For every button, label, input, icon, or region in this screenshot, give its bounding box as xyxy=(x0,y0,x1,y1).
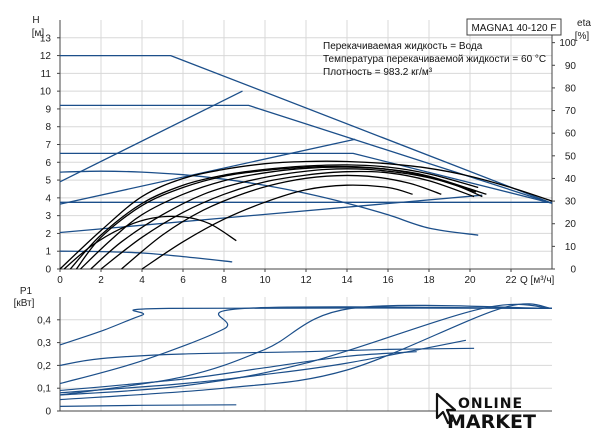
y2-tick-label: 70 xyxy=(565,106,577,117)
power-curve xyxy=(59,303,553,401)
y2-tick-label: 100 xyxy=(559,38,576,49)
model-label: MAGNA1 40-120 F xyxy=(471,23,556,34)
x-axis-label: Q [м³/ч] xyxy=(520,275,555,286)
efficiency-curve xyxy=(121,174,442,270)
head-curve xyxy=(60,152,553,204)
y-tick-label: 0,4 xyxy=(37,315,51,326)
efficiency-curve xyxy=(141,184,413,270)
y2-tick-label: 40 xyxy=(565,174,577,185)
y2-tick-label: 50 xyxy=(565,151,577,162)
y2-tick-label: 80 xyxy=(565,83,577,94)
series-layer xyxy=(59,54,553,407)
x-tick-label: 20 xyxy=(464,275,476,286)
y-axis-label: H xyxy=(32,15,39,26)
y2-tick-label: 90 xyxy=(565,61,577,72)
y-tick-label: 0 xyxy=(45,407,51,418)
power-curve xyxy=(59,339,467,394)
condition-density: Плотность = 983.2 кг/м³ xyxy=(323,67,433,78)
y-tick-label: 0 xyxy=(45,265,51,276)
power-axis-label: P1 xyxy=(20,286,33,297)
power-curve xyxy=(59,303,553,396)
head-curve xyxy=(59,250,233,263)
power-axis-unit: [кВт] xyxy=(14,298,35,309)
x-tick-label: 6 xyxy=(180,275,186,286)
x-tick-label: 14 xyxy=(341,275,353,286)
x-tick-label: 4 xyxy=(139,275,145,286)
y-tick-label: 7 xyxy=(45,140,51,151)
grid-lines xyxy=(59,20,552,412)
power-curve xyxy=(59,304,553,396)
y2-axis-label: eta xyxy=(577,18,591,29)
y-tick-label: 6 xyxy=(45,158,51,169)
y-tick-label: 0,3 xyxy=(37,338,51,349)
y-tick-label: 12 xyxy=(40,51,52,62)
y-tick-label: 11 xyxy=(41,69,52,80)
y-tick-label: 2 xyxy=(45,229,51,240)
y2-tick-label: 30 xyxy=(565,197,577,208)
head-curve xyxy=(60,54,553,204)
condition-fluid: Перекачиваемая жидкость = Вода xyxy=(323,41,483,52)
logo-line-market: MARKET xyxy=(447,411,536,433)
efficiency-curve xyxy=(59,160,553,270)
y-tick-label: 1 xyxy=(45,247,51,258)
y-tick-label: 3 xyxy=(45,211,51,222)
online-market-logo: ONLINE MARKET xyxy=(435,392,536,433)
condition-temperature: Температура перекачиваемой жидкости = 60… xyxy=(323,54,546,65)
x-tick-label: 10 xyxy=(259,275,271,286)
power-curve xyxy=(59,307,553,346)
y2-tick-label: 10 xyxy=(565,242,577,253)
power-curve xyxy=(59,351,417,392)
y-tick-label: 8 xyxy=(45,122,51,133)
efficiency-curve xyxy=(75,165,477,270)
x-tick-label: 12 xyxy=(300,275,312,286)
x-tick-label: 16 xyxy=(382,275,394,286)
x-tick-label: 22 xyxy=(505,275,517,286)
efficiency-curve xyxy=(63,215,237,270)
x-tick-label: 8 xyxy=(221,275,227,286)
model-label-box xyxy=(466,18,562,36)
cursor-arrow-icon xyxy=(435,392,457,425)
x-tick-label: 18 xyxy=(423,275,435,286)
control-curve xyxy=(59,90,243,183)
y-tick-label: 13 xyxy=(40,33,52,44)
power-curve xyxy=(59,347,475,366)
y2-tick-label: 60 xyxy=(565,129,577,140)
head-curve xyxy=(59,170,479,236)
axes xyxy=(57,20,555,412)
power-curve xyxy=(59,306,553,385)
head-curve xyxy=(60,104,553,204)
y2-tick-label: 0 xyxy=(570,265,576,276)
efficiency-curve xyxy=(90,168,483,270)
control-curve xyxy=(59,138,356,205)
y-tick-label: 0,1 xyxy=(37,384,51,395)
x-tick-label: 2 xyxy=(98,275,104,286)
y2-axis-unit: [%] xyxy=(575,31,590,42)
efficiency-curve xyxy=(69,164,479,270)
control-curve xyxy=(59,194,483,234)
y-axis-unit: [м] xyxy=(32,28,45,39)
y-tick-label: 9 xyxy=(45,104,51,115)
y-tick-label: 10 xyxy=(40,87,52,98)
y-tick-label: 4 xyxy=(45,193,51,204)
y2-tick-label: 20 xyxy=(565,219,577,230)
y-tick-label: 0,2 xyxy=(37,361,51,372)
y-tick-label: 5 xyxy=(45,176,51,187)
logo-line-online: ONLINE xyxy=(458,396,523,412)
efficiency-curve xyxy=(100,170,475,270)
x-tick-label: 0 xyxy=(57,275,63,286)
power-curve xyxy=(59,404,237,407)
